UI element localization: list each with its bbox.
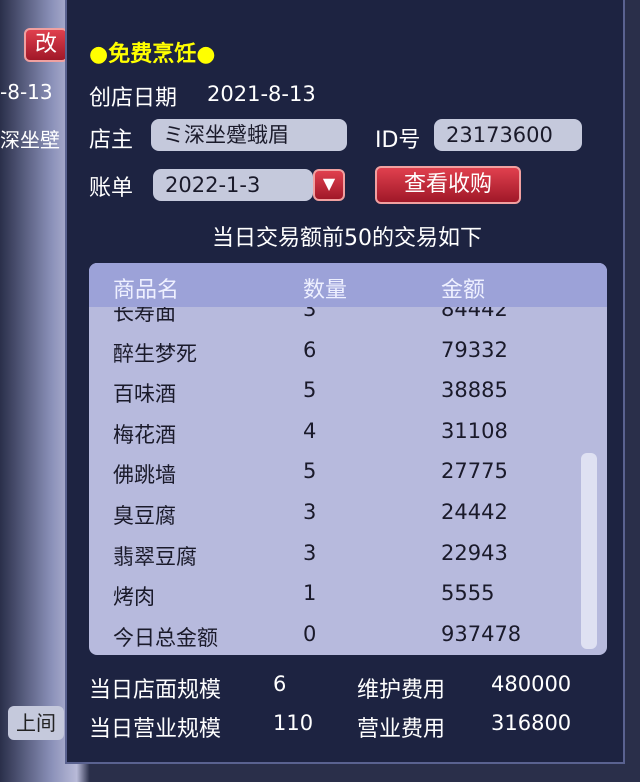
table-cell: 5 — [303, 378, 317, 403]
background-text: -8-13 — [0, 80, 53, 104]
table-caption: 当日交易额前50的交易如下 — [212, 226, 482, 251]
stat-value: 6 — [273, 672, 287, 696]
table-cell: 5555 — [441, 581, 495, 606]
id-field: 23173600 — [434, 119, 582, 151]
label: 店主 — [89, 128, 134, 153]
table-cell: 937478 — [441, 621, 522, 646]
table-cell: 3 — [303, 500, 317, 524]
header-cell: 金额 — [441, 278, 486, 303]
dialog: ●免费烹饪● 创店日期 2021-8-13 店主 ミ深坐蹙蛾眉 ID号 2317… — [65, 0, 625, 764]
stat-label: 当日营业规模 — [89, 717, 222, 742]
table-cell: 3 — [303, 307, 317, 321]
table-cell: 醉生梦死 — [113, 341, 197, 366]
table-cell: 22943 — [441, 540, 508, 565]
view-button[interactable]: 查看收购 — [375, 166, 521, 204]
dropdown-button[interactable]: ▼ — [313, 169, 345, 201]
label: 创店日期 — [89, 86, 178, 111]
table-header: 商品名 数量 金额 — [89, 263, 607, 307]
table: 商品名 数量 金额 长寿面 3 84442 醉生梦死 6 79332 百味酒 5 38885 梅花酒 4… — [89, 263, 607, 655]
table-cell: 今日总金额 — [113, 625, 218, 650]
table-cell: 6 — [303, 337, 317, 362]
stat-label: 营业费用 — [357, 717, 446, 742]
header-cell: 商品名 — [113, 278, 180, 303]
table-cell: 31108 — [441, 418, 508, 443]
table-cell: 38885 — [441, 378, 508, 403]
table-cell: 79332 — [441, 337, 508, 362]
table-cell: 27775 — [441, 459, 508, 484]
table-cell: 84442 — [441, 307, 508, 321]
stat-label: 当日店面规模 — [89, 678, 222, 703]
table-cell: 佛跳墙 — [113, 463, 176, 488]
table-cell: 百味酒 — [113, 382, 176, 407]
stat-value: 110 — [273, 711, 314, 735]
stat-value: 316800 — [491, 711, 572, 735]
stat-label: 维护费用 — [357, 678, 446, 703]
label: 账单 — [89, 176, 134, 201]
table-body: 长寿面 3 84442 醉生梦死 6 79332 百味酒 5 38885 梅花酒 4 31108 佛跳墙… — [89, 307, 607, 655]
header-cell: 数量 — [303, 278, 348, 303]
table-cell: 4 — [303, 418, 317, 443]
dialog-title: ●免费烹饪● — [89, 42, 216, 67]
table-cell: 翡翠豆腐 — [113, 544, 197, 569]
table-cell: 5 — [303, 459, 317, 484]
table-cell: 长寿面 — [113, 307, 176, 325]
table-cell: 1 — [303, 581, 317, 606]
background-button: 改 — [24, 28, 68, 62]
owner-field: ミ深坐蹙蛾眉 — [151, 119, 347, 151]
label: ID号 — [375, 128, 421, 153]
table-cell: 梅花酒 — [113, 422, 176, 447]
table-cell: 烤肉 — [113, 585, 155, 610]
table-cell: 3 — [303, 540, 317, 565]
table-cell: 0 — [303, 621, 317, 646]
table-cell: 24442 — [441, 500, 508, 524]
background-text: 深坐壁 — [0, 128, 60, 152]
table-cell: 臭豆腐 — [113, 504, 176, 528]
open-date: 2021-8-13 — [207, 82, 316, 106]
scrollbar[interactable] — [581, 453, 597, 649]
bill-date-field[interactable]: 2022-1-3 — [153, 169, 313, 201]
stat-value: 480000 — [491, 672, 572, 696]
background-button: 上间 — [8, 706, 64, 740]
